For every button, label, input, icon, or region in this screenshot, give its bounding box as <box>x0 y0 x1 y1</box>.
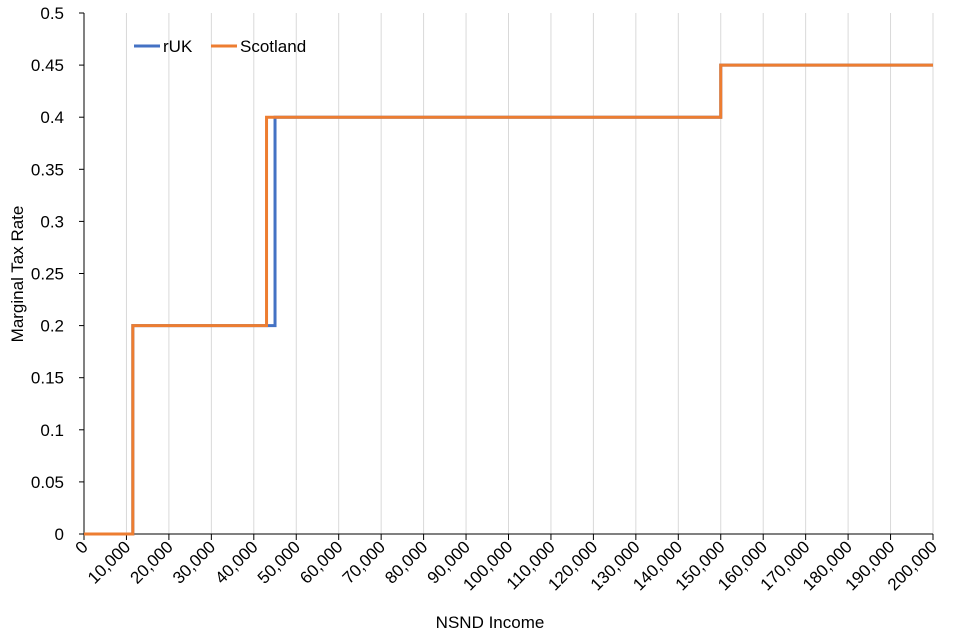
y-tick-label: 0.35 <box>31 160 64 179</box>
y-tick-label: 0.2 <box>40 317 64 336</box>
x-tick-label: 10,000 <box>84 537 134 587</box>
x-tick-label: 20,000 <box>127 537 177 587</box>
x-tick-label: 0 <box>72 537 92 557</box>
y-tick-labels: 0 0.05 0.1 0.15 0.2 0.25 0.3 0.35 0.4 0.45 0.5 <box>31 4 64 544</box>
x-tick-labels: 010,00020,00030,00040,00050,00060,00070,… <box>72 537 941 594</box>
y-tick-label: 0.25 <box>31 265 64 284</box>
x-tick-label: 50,000 <box>254 537 304 587</box>
x-axis-title: NSND Income <box>436 613 545 632</box>
series-lines <box>84 63 933 536</box>
gridlines <box>125 13 934 534</box>
legend-label: rUK <box>163 37 193 56</box>
x-tick-label: 60,000 <box>296 537 346 587</box>
series-line-scotland <box>84 63 933 536</box>
y-tick-label: 0 <box>55 525 64 544</box>
x-tick-label: 80,000 <box>381 537 431 587</box>
y-tick-label: 0.45 <box>31 56 64 75</box>
y-tick-label: 0.05 <box>31 473 64 492</box>
y-tick-label: 0.15 <box>31 369 64 388</box>
y-tick-label: 0.5 <box>40 4 64 23</box>
x-tick-label: 30,000 <box>169 537 219 587</box>
axes <box>79 12 934 540</box>
y-tick-label: 0.3 <box>40 212 64 231</box>
y-tick-label: 0.4 <box>40 108 64 127</box>
y-axis-title: Marginal Tax Rate <box>8 206 27 343</box>
x-tick-label: 70,000 <box>339 537 389 587</box>
y-tick-label: 0.1 <box>40 421 64 440</box>
legend-label: Scotland <box>240 37 306 56</box>
legend: rUK Scotland <box>134 37 306 56</box>
x-tick-label: 40,000 <box>211 537 261 587</box>
